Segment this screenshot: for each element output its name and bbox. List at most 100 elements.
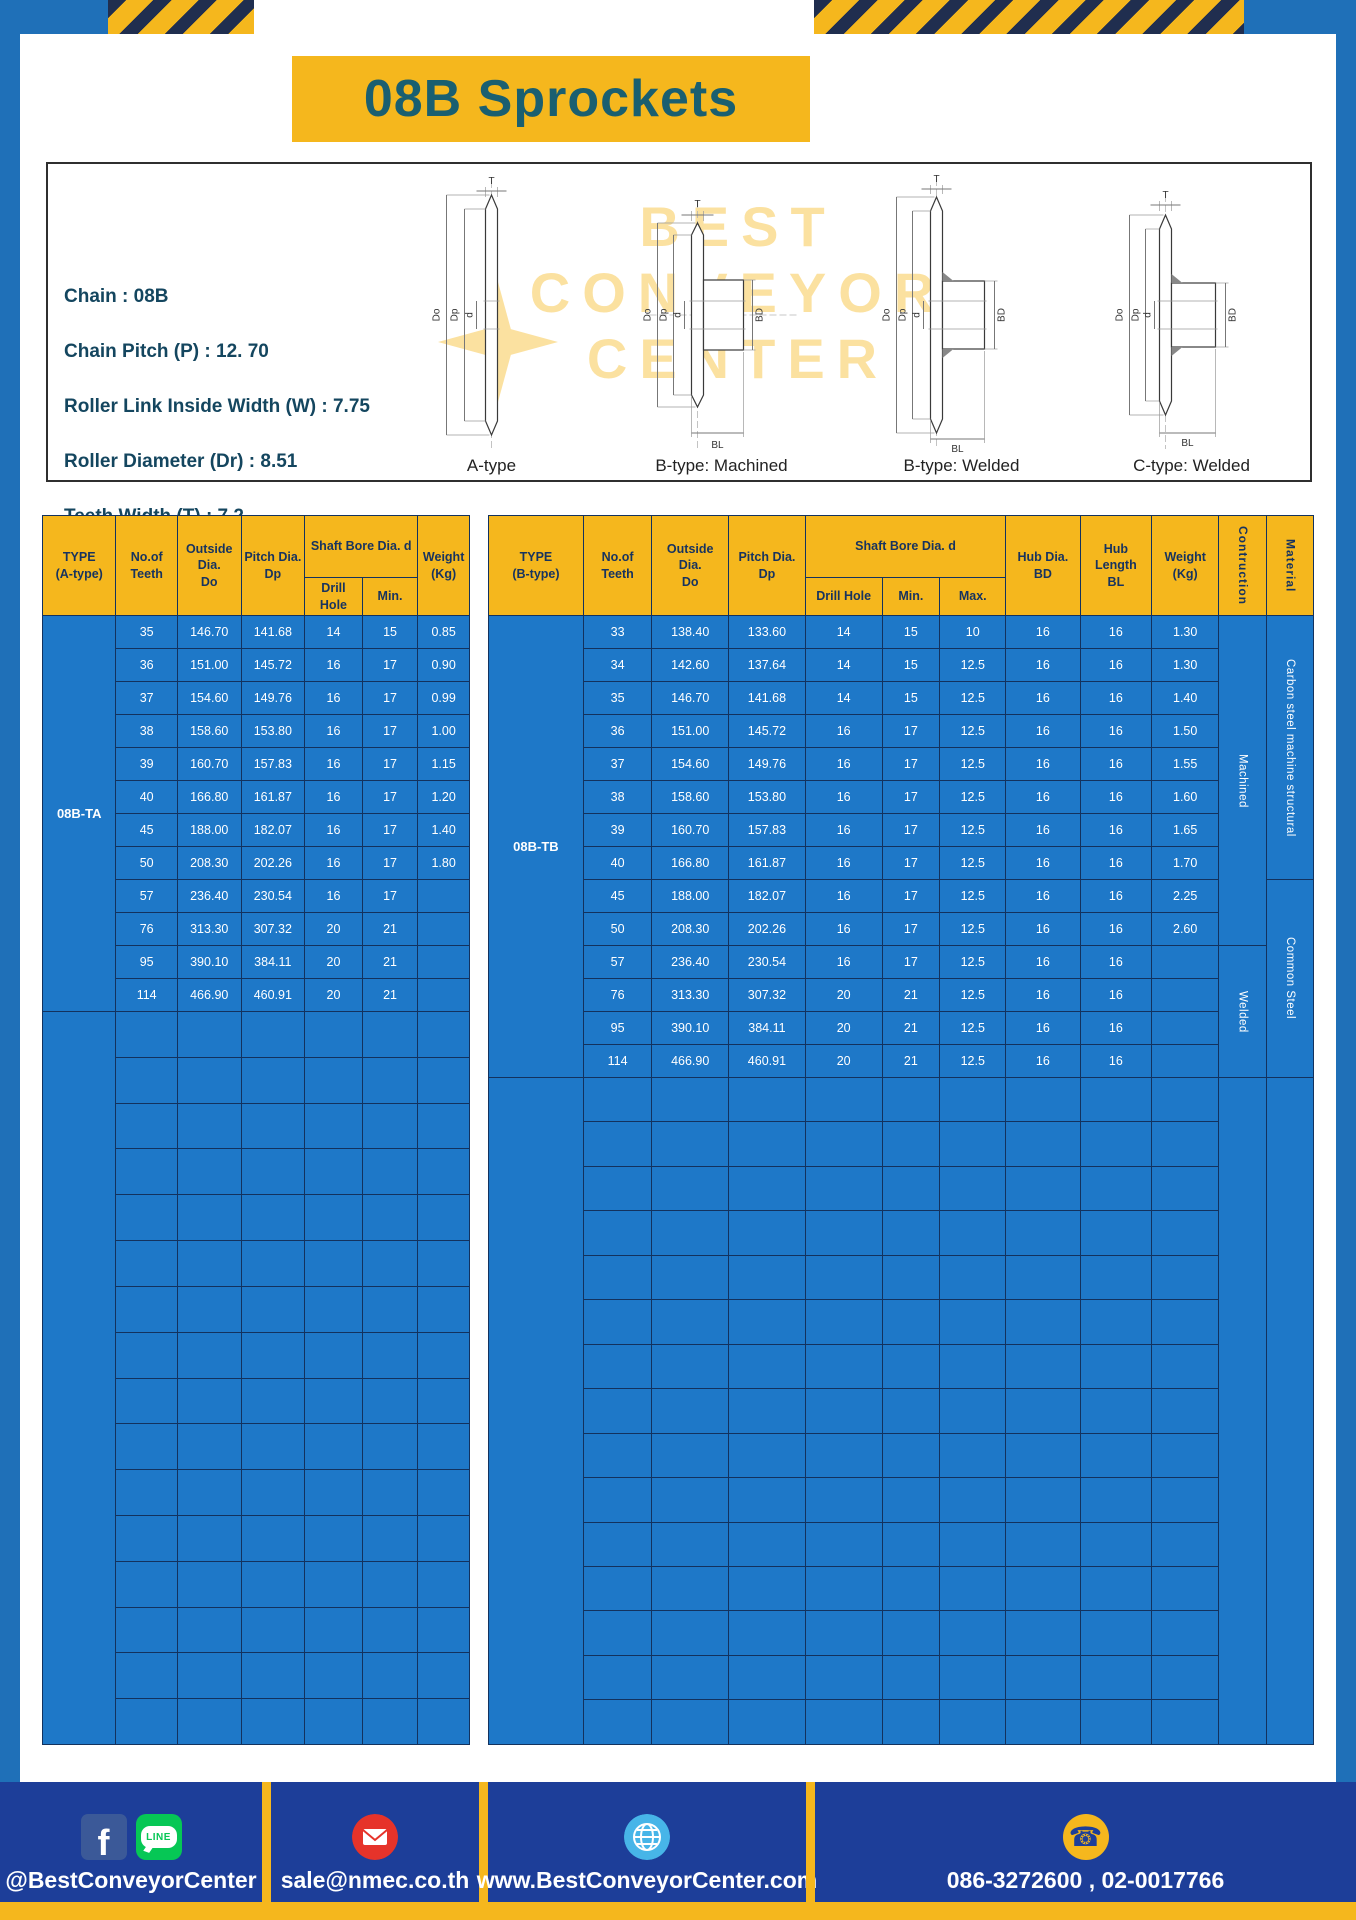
- value-cell: 16: [1079, 780, 1153, 814]
- value-cell: 161.87: [728, 846, 806, 880]
- empty-cell: [304, 1102, 363, 1150]
- page-title: 08B Sprockets: [292, 56, 810, 142]
- empty-cell: [939, 1121, 1007, 1167]
- empty-cell: [582, 1210, 653, 1256]
- value-cell: 208.30: [176, 846, 242, 880]
- empty-cell: [1079, 1254, 1153, 1301]
- empty-cell: [939, 1699, 1007, 1745]
- value-cell: 16: [1079, 648, 1153, 682]
- empty-cell: [651, 1521, 730, 1567]
- empty-cell: [176, 1423, 242, 1471]
- value-cell: 146.70: [176, 615, 242, 649]
- value-cell: 149.76: [240, 681, 306, 715]
- empty-cell: [176, 1606, 242, 1654]
- svg-text:Do: Do: [1115, 308, 1126, 321]
- value-cell: 142.60: [651, 648, 730, 682]
- svg-text:T: T: [1162, 190, 1168, 201]
- value-cell: 39: [582, 813, 653, 847]
- empty-cell: [881, 1076, 941, 1123]
- drawing-a-type: T Do Dp d A-type: [409, 175, 574, 476]
- empty-cell: [804, 1432, 883, 1479]
- empty-cell: [115, 1469, 178, 1516]
- empty-cell: [176, 1011, 242, 1058]
- empty-cell: [728, 1699, 806, 1745]
- construction-cell: Welded: [1218, 945, 1267, 1078]
- empty-cell: [1079, 1343, 1153, 1390]
- svg-text:d: d: [673, 312, 684, 318]
- svg-text:Dp: Dp: [659, 308, 670, 321]
- value-cell: [417, 978, 470, 1012]
- hazard-stripes-right: [814, 0, 1244, 34]
- bottom-accent-bar: [0, 1902, 1356, 1920]
- empty-cell: [361, 1194, 419, 1242]
- empty-cell: [240, 1011, 306, 1058]
- empty-cell: [176, 1652, 242, 1700]
- empty-cell: [804, 1076, 883, 1123]
- empty-cell: [728, 1432, 806, 1479]
- empty-cell: [115, 1423, 178, 1471]
- value-cell: 1.40: [417, 813, 470, 847]
- empty-cell: [1005, 1521, 1081, 1567]
- spec-box: BEST CONVEYOR CENTER Chain : 08B Chain P…: [46, 162, 1312, 527]
- empty-cell: [582, 1254, 653, 1301]
- value-cell: 12.5: [939, 1011, 1007, 1045]
- value-cell: 21: [881, 1044, 941, 1078]
- empty-cell: [417, 1423, 470, 1471]
- value-cell: 50: [115, 846, 178, 880]
- empty-cell: [1005, 1343, 1081, 1390]
- header-drill-hole-a: Drill Hole: [304, 577, 363, 616]
- value-cell: 45: [582, 879, 653, 913]
- empty-cell: [115, 1606, 178, 1654]
- email-text: sale@nmec.co.th: [280, 1867, 470, 1893]
- empty-cell: [176, 1148, 242, 1196]
- value-cell: 57: [582, 945, 653, 979]
- header-shaft-bore-b: Shaft Bore Dia. d: [804, 515, 1007, 578]
- footer-social-section: f LINE @BestConveyorCenter: [0, 1782, 262, 1902]
- value-cell: 16: [304, 813, 363, 847]
- empty-cell: [804, 1654, 883, 1701]
- empty-cell: [417, 1148, 470, 1196]
- svg-text:T: T: [933, 175, 939, 185]
- empty-cell: [304, 1194, 363, 1242]
- value-cell: 39: [115, 747, 178, 781]
- empty-cell: [881, 1610, 941, 1656]
- empty-cell: [651, 1432, 730, 1479]
- value-cell: 16: [304, 648, 363, 682]
- value-cell: 16: [1005, 681, 1081, 715]
- value-cell: 390.10: [651, 1011, 730, 1045]
- value-cell: [1151, 1011, 1220, 1045]
- value-cell: 16: [1079, 813, 1153, 847]
- empty-cell: [1079, 1299, 1153, 1345]
- empty-cell: [115, 1698, 178, 1745]
- empty-cell: [582, 1165, 653, 1212]
- value-cell: 14: [804, 648, 883, 682]
- value-cell: 45: [115, 813, 178, 847]
- empty-cell: [1079, 1388, 1153, 1434]
- empty-cell: [176, 1331, 242, 1379]
- value-cell: 20: [804, 1011, 883, 1045]
- empty-cell: [651, 1610, 730, 1656]
- empty-cell: [1005, 1477, 1081, 1523]
- empty-cell: [728, 1565, 806, 1612]
- empty-cell: [1151, 1210, 1220, 1256]
- empty-cell: [651, 1388, 730, 1434]
- spec-tables: TYPE (A-type) No.of Teeth Outside Dia. D…: [41, 515, 1315, 1745]
- empty-cell: [240, 1652, 306, 1700]
- drawing-b-type-machined: T Do Dp d BD: [624, 175, 819, 476]
- value-cell: 1.50: [1151, 714, 1220, 748]
- value-cell: 151.00: [651, 714, 730, 748]
- value-cell: 12.5: [939, 780, 1007, 814]
- empty-cell: [417, 1560, 470, 1608]
- empty-cell: [240, 1514, 306, 1562]
- technical-drawings: T Do Dp d A-type: [384, 172, 1304, 476]
- value-cell: 149.76: [728, 747, 806, 781]
- value-cell: 151.00: [176, 648, 242, 682]
- empty-cell: [240, 1148, 306, 1196]
- value-cell: 12.5: [939, 1044, 1007, 1078]
- value-cell: 16: [304, 879, 363, 913]
- footer-divider: [479, 1782, 488, 1902]
- empty-cell: [582, 1565, 653, 1612]
- value-cell: 17: [361, 648, 419, 682]
- value-cell: 16: [1005, 747, 1081, 781]
